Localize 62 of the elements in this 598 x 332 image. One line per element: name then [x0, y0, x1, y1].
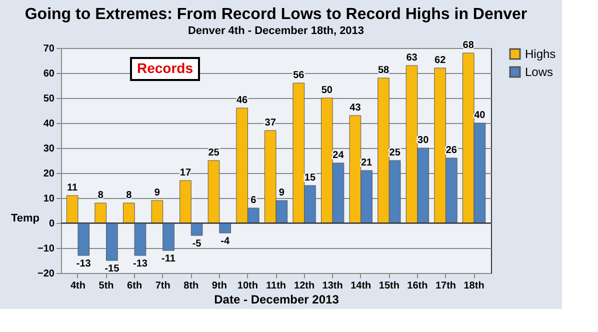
data-label: 17 [180, 168, 192, 178]
data-label: 6 [250, 195, 257, 206]
data-label: 50 [321, 85, 333, 96]
data-label: -5 [192, 238, 202, 250]
x-tick-label: 17th [435, 280, 456, 292]
x-tick-label: 9th [212, 280, 227, 292]
data-label: 58 [378, 65, 390, 76]
y-tick-label: 30 [43, 144, 55, 154]
data-label: 43 [350, 102, 362, 114]
y-axis-title: Temp [10, 212, 40, 224]
legend-label: Highs [525, 47, 556, 61]
data-label: 15 [304, 172, 316, 184]
x-tick-label: 13th [322, 280, 343, 292]
y-tick-label: 40 [43, 118, 55, 130]
data-label: 25 [389, 148, 401, 158]
data-label: 68 [462, 40, 474, 51]
data-label: 46 [236, 95, 248, 106]
y-tick-label: −10 [38, 244, 55, 254]
data-label: 24 [332, 150, 344, 161]
legend-label: Lows [525, 65, 554, 79]
x-tick-label: 6th [127, 280, 142, 292]
x-tick-label: 7th [155, 280, 170, 292]
data-label: 62 [434, 55, 446, 66]
chart-subtitle: Denver 4th - December 18th, 2013 [188, 25, 364, 37]
y-tick-label: 20 [43, 168, 55, 180]
x-axis-title: Date - December 2013 [214, 292, 340, 306]
data-label: 21 [360, 158, 373, 168]
data-label: 56 [293, 70, 305, 81]
y-tick-label: 60 [43, 68, 55, 80]
x-tick-label: 15th [378, 280, 400, 292]
data-label: -4 [220, 236, 230, 247]
y-tick-label: 0 [48, 218, 55, 230]
x-tick-label: 4th [70, 280, 86, 292]
chart-title: Going to Extremes: From Record Lows to Record Highs in Denver [24, 6, 528, 23]
data-label: 9 [154, 188, 160, 198]
data-label: 26 [446, 145, 458, 156]
x-tick-label: 18th [464, 280, 484, 292]
x-tick-label: 12th [294, 280, 315, 292]
x-tick-label: 8th [184, 280, 199, 292]
data-label: 37 [264, 118, 276, 128]
data-label: 30 [418, 135, 430, 146]
y-tick-label: 50 [43, 94, 55, 104]
data-label: -13 [132, 258, 148, 270]
x-tick-label: 14th [350, 280, 372, 292]
data-label: 9 [278, 188, 285, 198]
x-tick-label: 5th [98, 280, 114, 292]
data-label: 11 [67, 182, 78, 194]
x-tick-label: 11th [266, 280, 286, 292]
data-label: 40 [474, 110, 486, 121]
y-tick-label: 70 [43, 44, 55, 54]
data-label: 8 [98, 190, 104, 201]
data-label: 63 [406, 52, 418, 64]
x-tick-label: 10th [237, 280, 258, 292]
y-tick-label: 10 [43, 194, 55, 204]
annotation: Records [136, 60, 194, 76]
data-label: 8 [126, 190, 132, 201]
data-label: -11 [162, 254, 176, 264]
data-label: -15 [104, 264, 120, 274]
y-tick-label: −20 [38, 268, 55, 280]
data-label: -13 [76, 258, 92, 270]
data-label: 25 [208, 148, 220, 158]
x-tick-label: 16th [407, 280, 428, 292]
